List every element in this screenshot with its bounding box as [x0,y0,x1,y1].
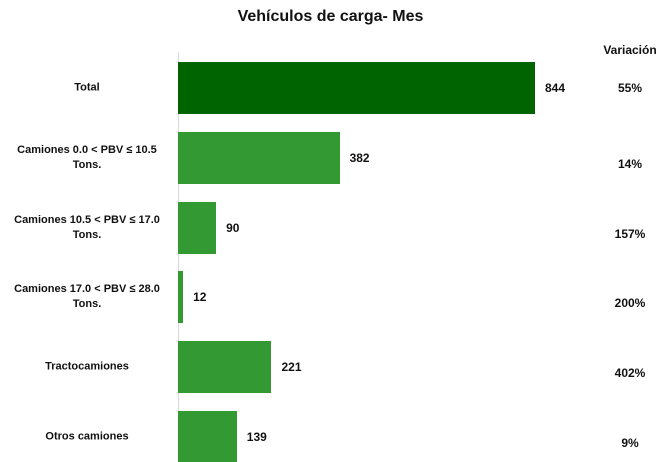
chart-title: Vehículos de carga- Mes [237,8,424,25]
category-label: Otros camiones [45,430,129,443]
bar [178,271,184,324]
data-label: 139 [246,429,267,444]
variation-label: 14% [617,156,643,171]
variation-header: Variación [603,43,657,57]
variation-label: 157% [614,226,646,241]
data-label: 221 [281,360,302,375]
variation-label: 9% [621,435,639,450]
data-label: 382 [349,150,370,165]
axis-line [178,52,179,462]
bar [178,131,340,184]
category-label: Total [74,81,100,94]
category-label: Camiones 17.0 < PBV ≤ 28.0 Tons. [14,283,160,311]
category-label: Camiones 0.0 < PBV ≤ 10.5 Tons. [17,143,157,171]
variation-label: 200% [614,296,646,311]
data-label: 90 [226,220,240,235]
variation-label: 402% [614,366,646,381]
category-label: Camiones 10.5 < PBV ≤ 17.0 Tons. [14,213,160,241]
data-label: 12 [193,290,207,305]
bar [178,61,535,114]
bar [178,201,217,254]
bar [178,410,237,462]
variation-label: 55% [617,80,643,95]
category-label: Tractocamiones [45,360,129,373]
bar [178,341,272,394]
data-label: 844 [545,80,566,95]
